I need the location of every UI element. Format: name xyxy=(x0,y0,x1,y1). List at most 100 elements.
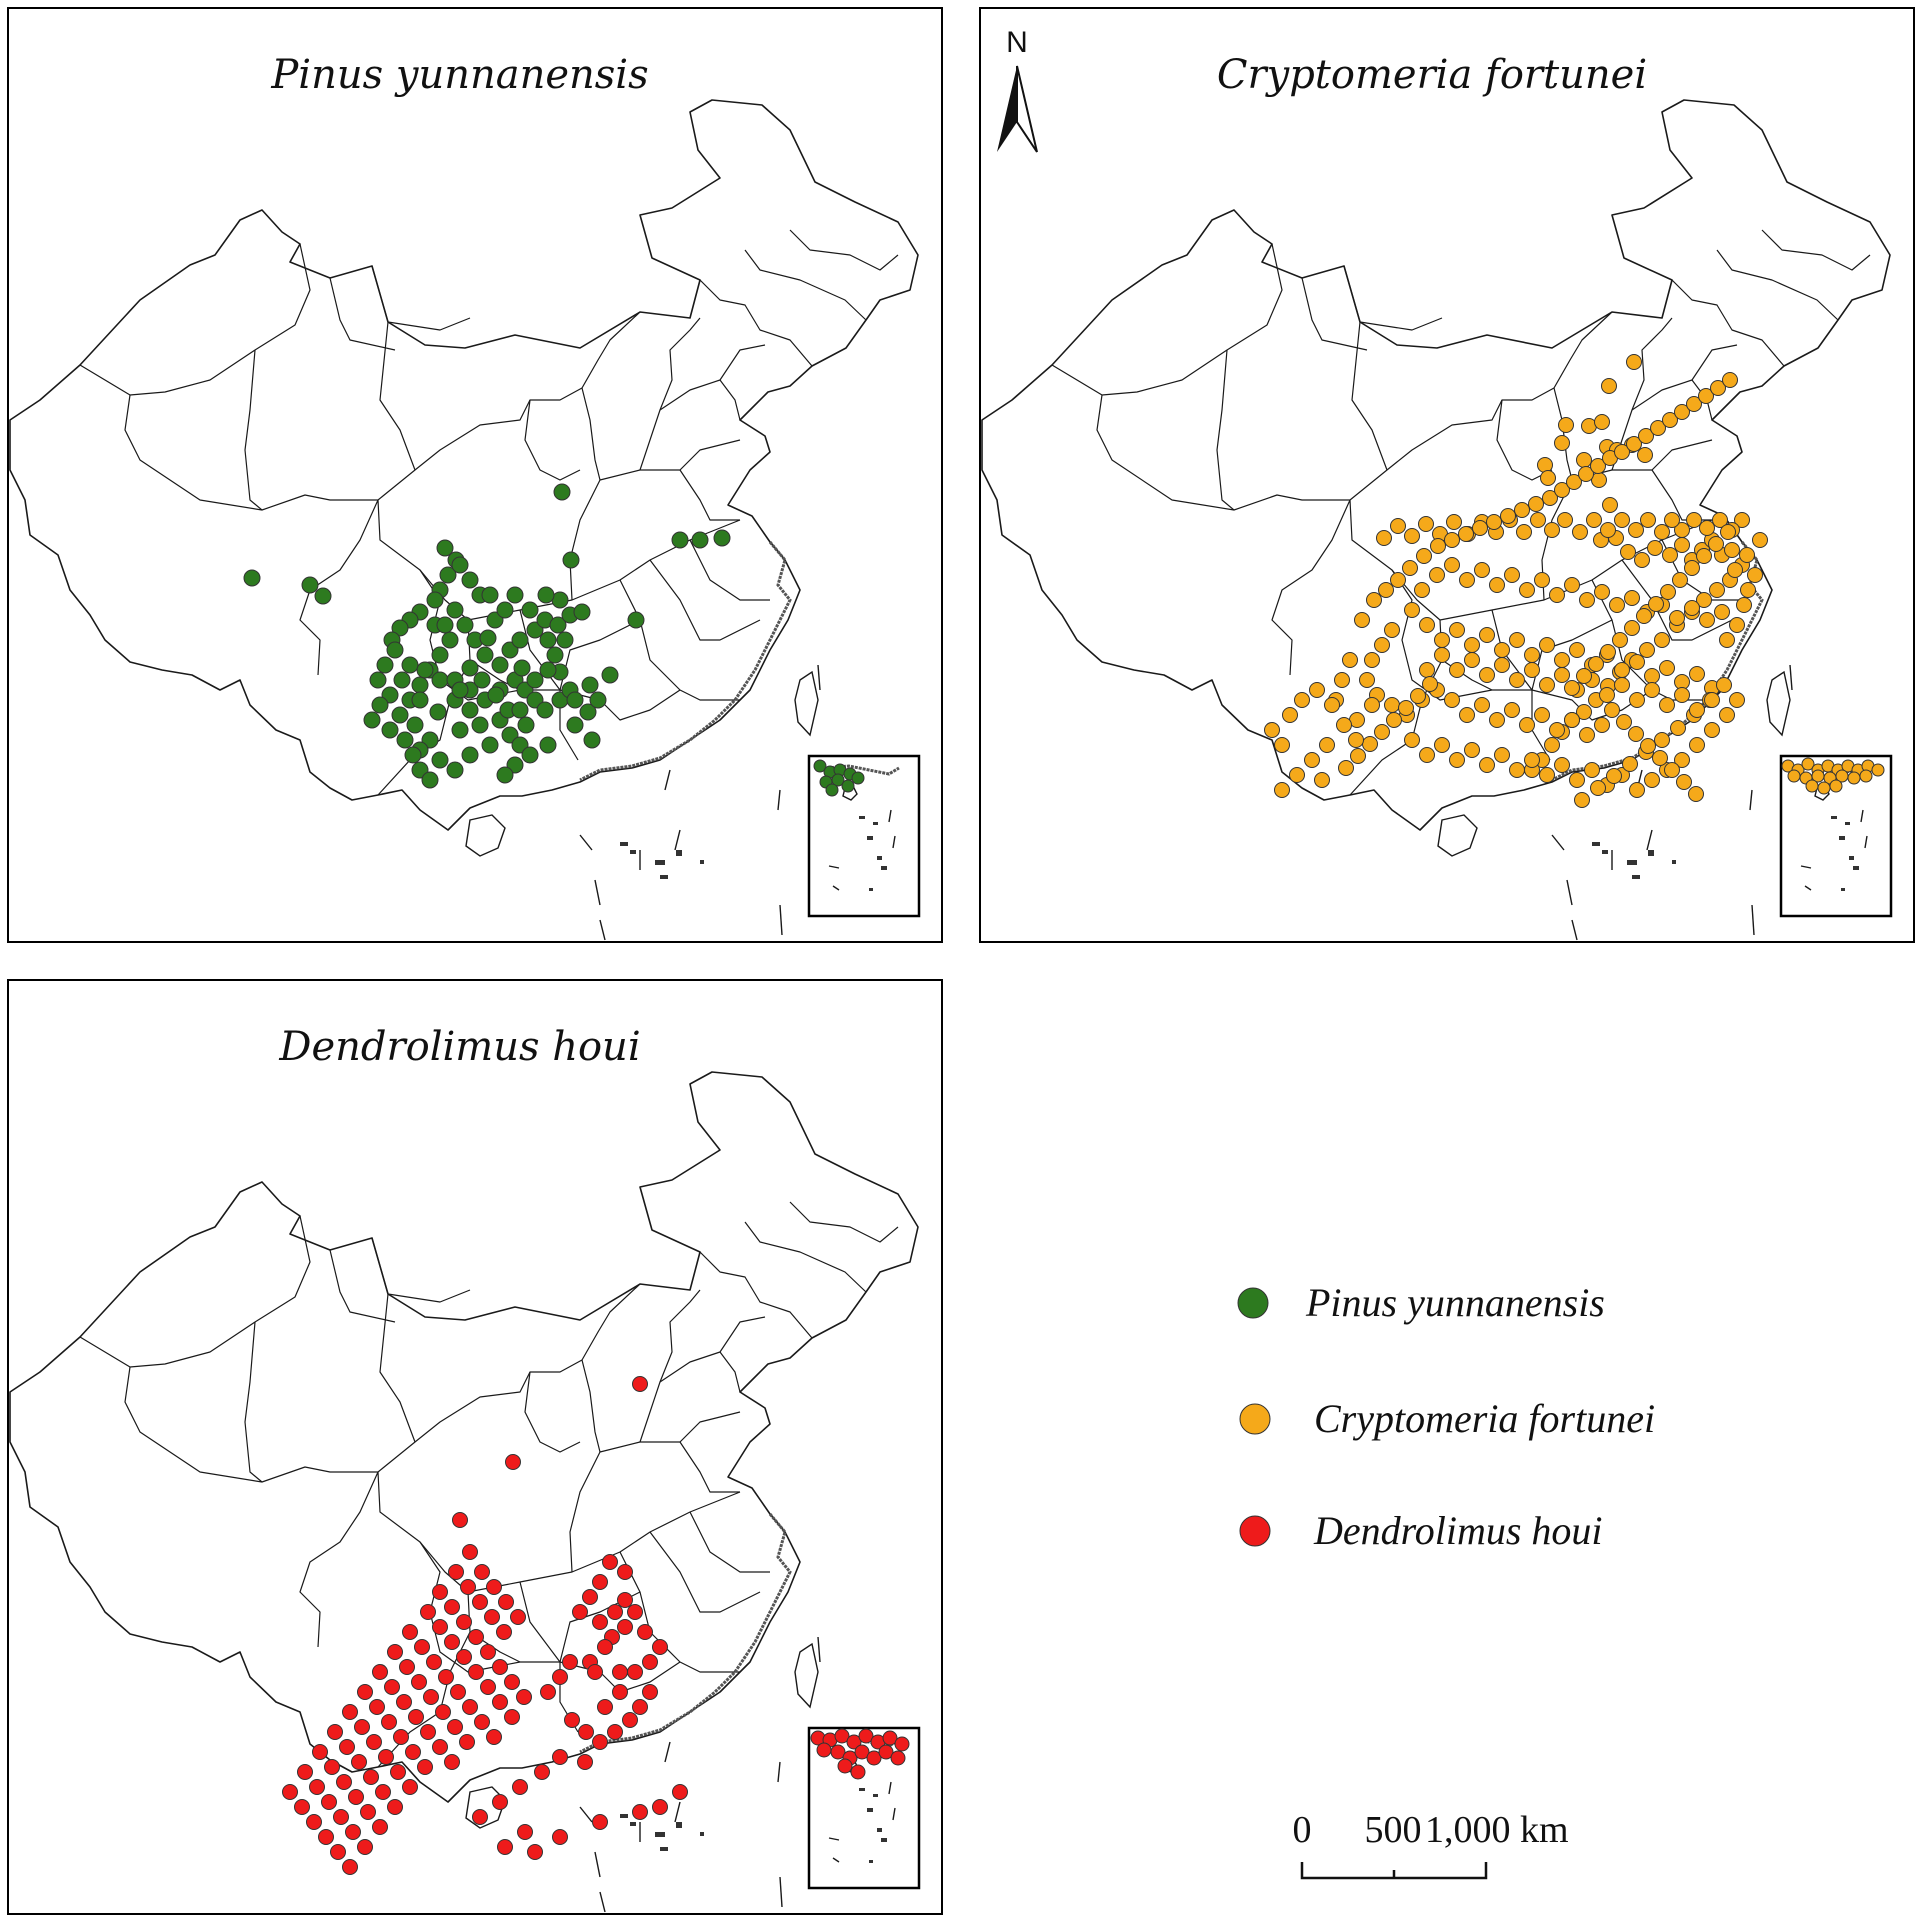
occurrence-point xyxy=(841,779,855,793)
occurrence-point xyxy=(384,1679,400,1695)
occurrence-point xyxy=(1628,522,1644,538)
occurrence-point xyxy=(537,586,555,604)
occurrence-point xyxy=(426,1654,442,1670)
occurrence-point xyxy=(627,1664,643,1680)
occurrence-point xyxy=(1599,687,1615,703)
occurrence-point xyxy=(1628,726,1644,742)
occurrence-point xyxy=(441,631,459,649)
occurrence-point xyxy=(294,1799,310,1815)
panel-pinus-yunnanensis: Pinus yunnanensis xyxy=(7,7,943,943)
legend-item-pinus: Pinus yunnanensis xyxy=(1237,1280,1605,1325)
occurrence-point xyxy=(486,1579,502,1595)
occurrence-point xyxy=(468,1629,484,1645)
occurrence-point xyxy=(562,1654,578,1670)
occurrence-point xyxy=(627,1604,643,1620)
occurrence-point xyxy=(461,701,479,719)
occurrence-point xyxy=(1654,632,1670,648)
occurrence-point xyxy=(1430,538,1446,554)
occurrence-point xyxy=(1564,712,1580,728)
occurrence-point xyxy=(1540,470,1556,486)
occurrence-point xyxy=(1670,720,1686,736)
occurrence-point xyxy=(1422,676,1438,692)
occurrence-points xyxy=(282,1376,688,1875)
occurrence-point xyxy=(1458,526,1474,542)
occurrence-point xyxy=(1419,662,1435,678)
occurrence-point xyxy=(1554,435,1570,451)
occurrence-point xyxy=(1464,742,1480,758)
occurrence-point xyxy=(1698,388,1714,404)
occurrence-point xyxy=(438,1669,454,1685)
occurrence-point xyxy=(612,1684,628,1700)
occurrence-point xyxy=(462,1544,478,1560)
occurrence-point xyxy=(1644,682,1660,698)
occurrence-point xyxy=(1600,644,1616,660)
occurrence-point xyxy=(480,1679,496,1695)
occurrence-point xyxy=(539,736,557,754)
occurrence-point xyxy=(1509,672,1525,688)
occurrence-point xyxy=(461,659,479,677)
occurrence-point xyxy=(1419,617,1435,633)
occurrence-point xyxy=(878,1744,894,1760)
occurrence-point xyxy=(1524,647,1540,663)
occurrence-point xyxy=(1590,780,1606,796)
occurrence-point xyxy=(1554,757,1570,773)
occurrence-point xyxy=(1449,622,1465,638)
occurrence-point xyxy=(1354,612,1370,628)
occurrence-point xyxy=(369,1699,385,1715)
occurrence-point xyxy=(496,1624,512,1640)
occurrence-point xyxy=(1449,752,1465,768)
occurrence-point xyxy=(527,1844,543,1860)
occurrence-point xyxy=(1689,702,1705,718)
occurrence-point xyxy=(1684,560,1700,576)
occurrence-point xyxy=(456,1614,472,1630)
occurrence-point xyxy=(1274,737,1290,753)
occurrence-point xyxy=(1434,647,1450,663)
occurrence-point xyxy=(491,656,509,674)
occurrence-point xyxy=(1644,668,1660,684)
occurrence-point xyxy=(1324,697,1340,713)
occurrence-point xyxy=(1578,466,1594,482)
occurrence-point xyxy=(447,1719,463,1735)
occurrence-point xyxy=(504,1674,520,1690)
occurrence-point xyxy=(1374,637,1390,653)
occurrence-point xyxy=(348,1789,364,1805)
occurrence-point xyxy=(597,1639,613,1655)
occurrence-point xyxy=(1686,396,1702,412)
occurrence-point xyxy=(390,1764,406,1780)
occurrence-point xyxy=(890,1750,906,1766)
occurrence-point xyxy=(601,666,619,684)
occurrence-point xyxy=(1644,772,1660,788)
occurrence-point xyxy=(511,631,529,649)
occurrence-point xyxy=(243,569,261,587)
occurrence-point xyxy=(1569,642,1585,658)
occurrence-point xyxy=(1614,444,1630,460)
occurrence-point xyxy=(1614,662,1630,678)
occurrence-point xyxy=(1459,707,1475,723)
occurrence-point xyxy=(632,1376,648,1392)
occurrence-point xyxy=(1364,652,1380,668)
occurrence-point xyxy=(1674,404,1690,420)
occurrence-point xyxy=(1708,536,1724,552)
occurrence-point xyxy=(1710,380,1726,396)
occurrence-point xyxy=(506,586,524,604)
occurrence-point xyxy=(448,1564,464,1580)
occurrence-point xyxy=(1609,597,1625,613)
occurrence-point xyxy=(1616,714,1632,730)
occurrence-point xyxy=(577,1754,593,1770)
occurrence-point xyxy=(1805,779,1819,793)
occurrence-point xyxy=(492,1794,508,1810)
occurrence-point xyxy=(1489,712,1505,728)
occurrence-point xyxy=(321,1794,337,1810)
occurrence-point xyxy=(837,1758,853,1774)
occurrence-point xyxy=(834,1728,850,1744)
occurrence-point xyxy=(421,771,439,789)
occurrence-point xyxy=(592,1734,608,1750)
scale-bar: 0 500 1,000 km xyxy=(1293,1809,1569,1880)
occurrence-point xyxy=(387,1644,403,1660)
occurrence-point xyxy=(581,676,599,694)
occurrence-point xyxy=(1434,632,1450,648)
occurrence-point xyxy=(431,671,449,689)
occurrence-point xyxy=(1314,772,1330,788)
occurrence-point xyxy=(444,1634,460,1650)
occurrence-point xyxy=(405,1744,421,1760)
